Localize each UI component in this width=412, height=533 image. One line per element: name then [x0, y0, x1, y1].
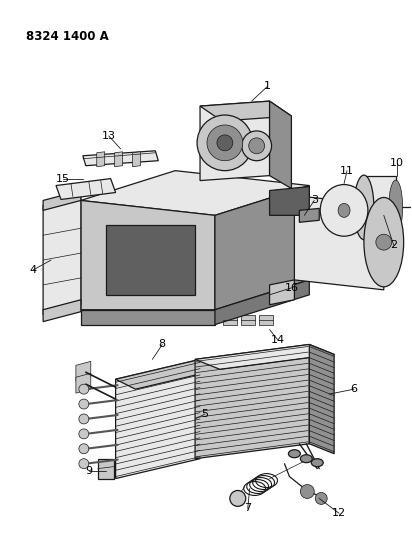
Polygon shape: [200, 101, 291, 121]
Polygon shape: [195, 344, 309, 459]
Circle shape: [79, 414, 89, 424]
Text: 8: 8: [159, 340, 166, 350]
Ellipse shape: [364, 197, 404, 287]
Ellipse shape: [311, 459, 323, 466]
Text: 7: 7: [244, 503, 251, 513]
Polygon shape: [300, 208, 319, 222]
Polygon shape: [269, 101, 291, 189]
Polygon shape: [309, 344, 334, 454]
Text: 5: 5: [201, 409, 208, 419]
Circle shape: [300, 484, 314, 498]
Polygon shape: [269, 280, 295, 305]
Bar: [98, 459, 114, 479]
Ellipse shape: [300, 455, 312, 463]
Circle shape: [230, 490, 246, 506]
Ellipse shape: [389, 180, 403, 235]
Polygon shape: [116, 359, 200, 479]
Circle shape: [207, 125, 243, 161]
Text: 2: 2: [390, 240, 397, 250]
Polygon shape: [215, 185, 309, 310]
Text: 15: 15: [56, 174, 70, 183]
Text: 4: 4: [30, 265, 37, 275]
Polygon shape: [43, 196, 81, 314]
Circle shape: [249, 138, 265, 154]
Text: 3: 3: [311, 196, 318, 205]
Polygon shape: [76, 361, 91, 381]
Text: 11: 11: [340, 166, 354, 176]
Circle shape: [197, 115, 253, 171]
Text: 12: 12: [332, 508, 346, 518]
Polygon shape: [115, 152, 122, 167]
Bar: [223, 314, 237, 325]
Polygon shape: [116, 359, 220, 389]
Polygon shape: [269, 187, 309, 215]
Polygon shape: [295, 196, 384, 290]
Ellipse shape: [354, 175, 374, 240]
Polygon shape: [81, 310, 215, 325]
Polygon shape: [195, 344, 334, 369]
Ellipse shape: [320, 184, 368, 236]
Text: 10: 10: [390, 158, 404, 168]
Bar: [252, 295, 264, 304]
Circle shape: [79, 384, 89, 394]
Polygon shape: [81, 171, 309, 215]
Bar: [266, 295, 278, 304]
Ellipse shape: [338, 204, 350, 217]
Polygon shape: [200, 101, 269, 181]
Circle shape: [217, 135, 233, 151]
Circle shape: [79, 429, 89, 439]
Polygon shape: [81, 200, 215, 310]
Polygon shape: [76, 373, 91, 393]
Polygon shape: [43, 190, 81, 211]
Polygon shape: [106, 225, 195, 295]
Text: 9: 9: [85, 466, 92, 475]
Polygon shape: [56, 179, 116, 199]
Text: 6: 6: [351, 384, 358, 394]
Circle shape: [79, 444, 89, 454]
Polygon shape: [364, 175, 396, 240]
Circle shape: [315, 492, 327, 504]
Circle shape: [242, 131, 272, 161]
Text: 13: 13: [102, 131, 116, 141]
Text: 16: 16: [284, 283, 298, 293]
Bar: [241, 314, 255, 325]
Polygon shape: [43, 300, 81, 321]
Bar: [259, 314, 273, 325]
Text: 14: 14: [270, 335, 285, 344]
Ellipse shape: [288, 450, 300, 458]
Text: 8324 1400 A: 8324 1400 A: [26, 30, 109, 43]
Polygon shape: [83, 151, 158, 166]
Circle shape: [79, 399, 89, 409]
Polygon shape: [133, 152, 140, 167]
Text: 1: 1: [264, 81, 271, 91]
Circle shape: [79, 459, 89, 469]
Polygon shape: [215, 280, 309, 325]
Polygon shape: [97, 152, 105, 167]
Circle shape: [376, 234, 392, 250]
